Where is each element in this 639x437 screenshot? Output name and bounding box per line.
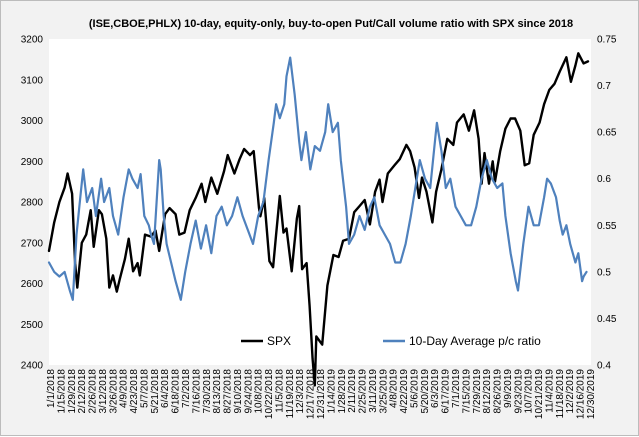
x-tick-label: 2/25/2019 bbox=[358, 369, 369, 414]
x-tick-label: 1/1/2018 bbox=[46, 369, 57, 408]
y-tick-label: 3000 bbox=[21, 116, 44, 127]
x-tick-label: 12/16/2019 bbox=[576, 369, 587, 419]
x-tick-label: 12/17/2018 bbox=[306, 369, 317, 419]
x-tick-label: 12/2/2019 bbox=[565, 369, 576, 414]
x-tick-label: 4/9/2018 bbox=[119, 369, 130, 408]
x-tick-label: 5/21/2018 bbox=[150, 369, 161, 414]
series-layer bbox=[47, 52, 590, 387]
y2-tick-label: 0.65 bbox=[597, 128, 617, 139]
y-tick-label: 2800 bbox=[21, 198, 44, 209]
x-tick-label: 4/8/2019 bbox=[389, 369, 400, 408]
x-tick-label: 7/1/2019 bbox=[451, 369, 462, 408]
x-tick-label: 2/11/2019 bbox=[347, 369, 358, 413]
x-tick-label: 5/20/2019 bbox=[420, 369, 431, 414]
x-tick-label: 4/22/2019 bbox=[399, 369, 410, 414]
legend-label-spx: SPX bbox=[267, 334, 291, 348]
y-tick-label: 2600 bbox=[21, 279, 44, 290]
x-tick-label: 5/6/2019 bbox=[409, 369, 420, 408]
x-tick-label: 1/29/2018 bbox=[67, 369, 78, 414]
y2-tick-label: 0.75 bbox=[597, 35, 617, 46]
right-axis-ticks: 0.4 0.45 0.5 0.55 0.6 0.65 0.7 0.75 bbox=[597, 35, 617, 372]
x-tick-label: 9/9/2019 bbox=[503, 369, 514, 408]
y-tick-label: 2900 bbox=[21, 157, 44, 168]
x-tick-label: 1/14/2019 bbox=[326, 369, 337, 414]
x-tick-label: 11/4/2019 bbox=[544, 369, 555, 413]
y-tick-label: 3200 bbox=[21, 35, 44, 46]
x-tick-label: 6/4/2018 bbox=[160, 369, 171, 408]
plot-area bbox=[49, 39, 591, 365]
chart-title: (ISE,CBOE,PHLX) 10-day, equity-only, buy… bbox=[89, 18, 573, 30]
x-tick-label: 11/19/2018 bbox=[285, 369, 296, 419]
y2-tick-label: 0.55 bbox=[597, 221, 617, 232]
x-tick-label: 1/28/2019 bbox=[337, 369, 348, 414]
x-tick-label: 7/2/2018 bbox=[181, 369, 192, 408]
x-tick-label: 2/12/2018 bbox=[77, 369, 88, 414]
x-tick-label: 3/25/2019 bbox=[378, 369, 389, 414]
x-tick-label: 8/12/2019 bbox=[482, 369, 493, 414]
series-line-spx bbox=[47, 52, 590, 387]
x-tick-label: 7/16/2018 bbox=[191, 369, 202, 414]
x-tick-label: 9/24/2018 bbox=[243, 369, 254, 414]
x-tick-label: 12/3/2018 bbox=[295, 369, 306, 414]
x-tick-label: 7/15/2019 bbox=[461, 369, 472, 414]
x-tick-label: 8/27/2018 bbox=[223, 369, 234, 414]
x-tick-label: 2/26/2018 bbox=[88, 369, 99, 414]
y-tick-label: 3100 bbox=[21, 75, 44, 86]
x-tick-label: 10/8/2018 bbox=[254, 369, 265, 414]
x-tick-label: 5/7/2018 bbox=[139, 369, 150, 408]
x-tick-label: 8/26/2019 bbox=[493, 369, 504, 414]
x-tick-label: 3/26/2018 bbox=[108, 369, 119, 414]
y-tick-label: 2700 bbox=[21, 238, 44, 249]
x-tick-label: 11/5/2018 bbox=[274, 369, 285, 413]
series-line-pc-ratio bbox=[47, 56, 588, 301]
x-tick-label: 3/11/2019 bbox=[368, 369, 379, 413]
x-tick-label: 6/3/2019 bbox=[430, 369, 441, 408]
y-tick-label: 2500 bbox=[21, 320, 44, 331]
y-tick-label: 2400 bbox=[21, 361, 44, 372]
x-tick-label: 6/17/2019 bbox=[441, 369, 452, 414]
y2-tick-label: 0.7 bbox=[597, 81, 611, 92]
legend: SPX 10-Day Average p/c ratio bbox=[241, 334, 541, 348]
x-tick-label: 7/29/2019 bbox=[472, 369, 483, 414]
x-tick-label: 7/30/2018 bbox=[202, 369, 213, 414]
x-tick-label: 6/18/2018 bbox=[171, 369, 182, 414]
x-axis-ticks: 1/1/2018 1/15/2018 1/29/2018 2/12/2018 2/26/… bbox=[46, 369, 597, 419]
x-tick-label: 12/31/2018 bbox=[316, 369, 327, 419]
left-axis-ticks: 2400 2500 2600 2700 2800 2900 3000 3100 3200 bbox=[21, 35, 44, 372]
x-tick-label: 3/12/2018 bbox=[98, 369, 109, 414]
x-tick-label: 1/15/2018 bbox=[56, 369, 67, 414]
x-tick-label: 8/13/2018 bbox=[212, 369, 223, 414]
y2-tick-label: 0.45 bbox=[597, 314, 617, 325]
y2-tick-label: 0.5 bbox=[597, 267, 611, 278]
x-tick-label: 10/21/2019 bbox=[534, 369, 545, 419]
x-tick-label: 9/23/2019 bbox=[513, 369, 524, 414]
x-tick-label: 9/10/2018 bbox=[233, 369, 244, 414]
x-tick-label: 4/23/2018 bbox=[129, 369, 140, 414]
x-tick-label: 10/7/2019 bbox=[524, 369, 535, 414]
y2-tick-label: 0.6 bbox=[597, 174, 611, 185]
x-tick-label: 11/18/2019 bbox=[555, 369, 566, 419]
x-tick-label: 10/22/2018 bbox=[264, 369, 275, 419]
y2-tick-label: 0.4 bbox=[597, 361, 611, 372]
x-tick-label: 12/30/2019 bbox=[586, 369, 597, 419]
legend-label-pc-ratio: 10-Day Average p/c ratio bbox=[409, 334, 541, 348]
